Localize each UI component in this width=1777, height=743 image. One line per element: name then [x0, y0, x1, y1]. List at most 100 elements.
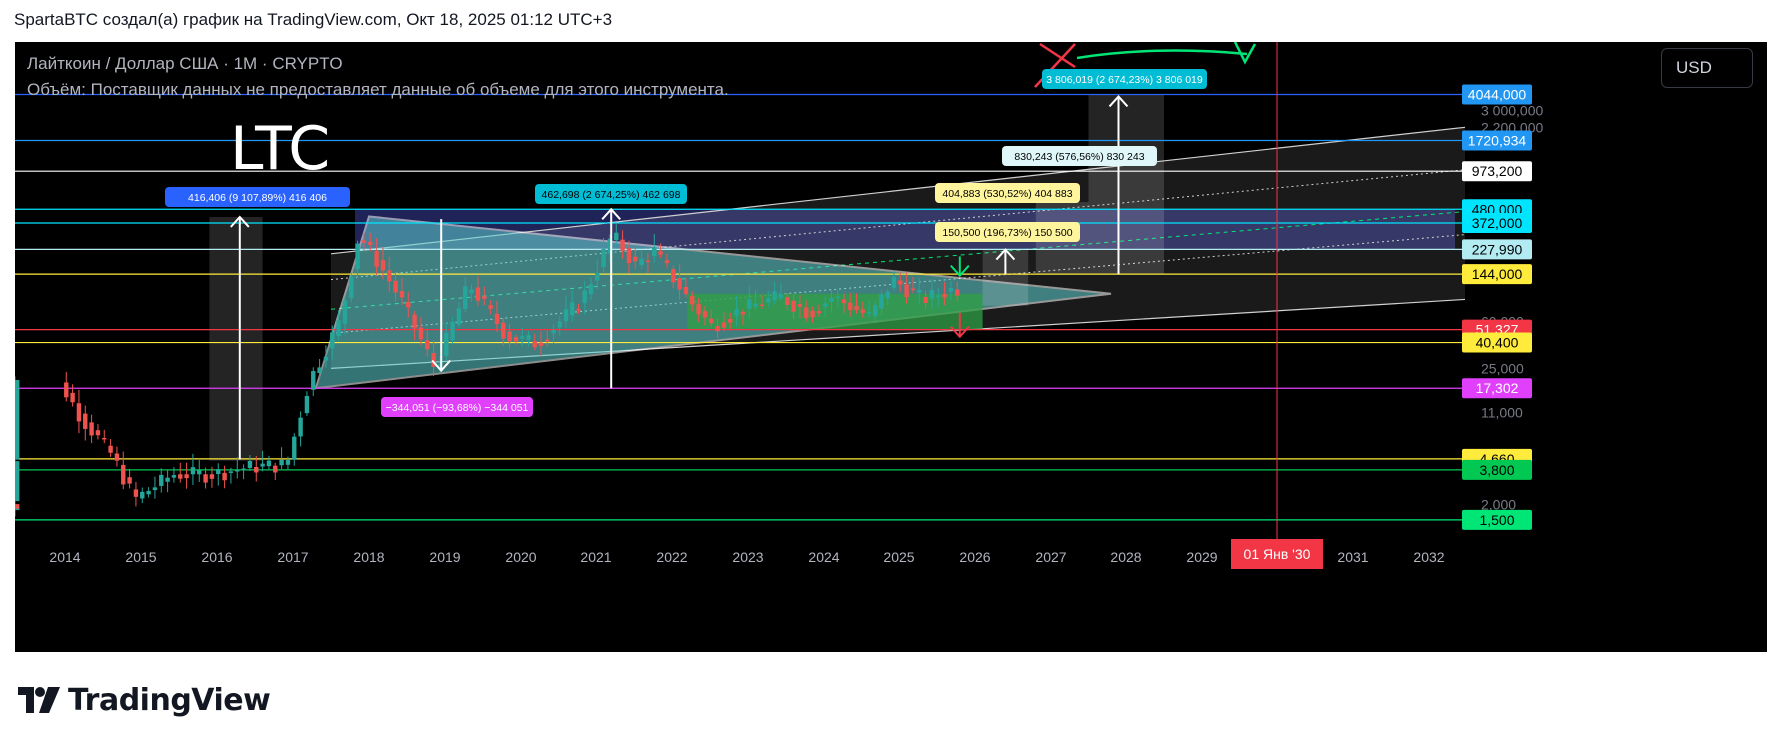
candle — [860, 309, 865, 313]
candle — [64, 382, 69, 398]
candle — [406, 301, 411, 308]
candle — [866, 311, 872, 314]
candle — [829, 298, 834, 302]
tradingview-logo-icon — [18, 687, 60, 713]
candle — [778, 294, 784, 299]
candle — [791, 300, 796, 312]
candle — [311, 371, 316, 390]
candle — [910, 288, 916, 291]
candle — [551, 329, 556, 334]
volume-legend: Объём: Поставщик данных не предоставляет… — [27, 80, 729, 99]
measure-label-bg — [935, 222, 1080, 242]
candle — [601, 248, 606, 268]
measure-label-bg — [381, 397, 533, 417]
ticker-label: LTC — [230, 114, 331, 184]
candles — [15, 222, 960, 517]
price-badge-text: 973,200 — [1472, 163, 1523, 179]
candle — [102, 437, 107, 440]
price-badge-bg — [1462, 332, 1532, 353]
candle — [929, 290, 935, 299]
price-badge-bg — [1462, 378, 1532, 399]
measure-label-text: 404,883 (530,52%) 404 883 — [942, 188, 1072, 200]
candle — [823, 303, 828, 307]
measure-box-3 — [1088, 94, 1164, 275]
candle — [209, 474, 215, 479]
candle — [671, 269, 676, 283]
price-badge-1: 1720,934 — [1462, 130, 1532, 151]
candle — [482, 296, 487, 299]
measure-label-text: 462,698 (2 674,25%) 462 698 — [542, 189, 681, 201]
candle — [570, 302, 575, 316]
candle — [633, 256, 638, 262]
candle — [330, 332, 335, 349]
candle — [620, 239, 625, 251]
candle — [292, 436, 297, 460]
candle — [923, 296, 928, 304]
chart-panel[interactable]: 416,406 (9 107,89%) 416 406 462,698 (2 67… — [15, 42, 1767, 652]
candle — [159, 474, 164, 486]
candle — [652, 247, 657, 256]
currency-button[interactable]: USD — [1661, 48, 1753, 88]
candle — [639, 258, 644, 266]
measure-label-0: 416,406 (9 107,89%) 416 406 — [165, 187, 350, 207]
measure-arrow-5-head — [1108, 94, 1129, 108]
candle — [917, 289, 922, 293]
candle — [898, 280, 903, 285]
candle — [785, 297, 790, 305]
candle — [393, 280, 398, 293]
candle — [772, 291, 777, 301]
candle — [891, 276, 897, 288]
candle — [418, 327, 424, 340]
candle — [526, 335, 531, 340]
candle — [696, 303, 701, 315]
candle — [216, 469, 221, 475]
x-tick-label-2015: 2015 — [125, 549, 156, 565]
candle — [228, 471, 234, 473]
candle — [70, 392, 75, 403]
candle — [721, 322, 727, 328]
price-badge-bg — [1462, 459, 1532, 480]
candle — [95, 430, 101, 436]
candle — [595, 272, 600, 281]
chart-canvas[interactable]: 416,406 (9 107,89%) 416 406 462,698 (2 67… — [15, 42, 1767, 652]
candle — [494, 313, 500, 325]
red-cross-mark — [1034, 42, 1076, 88]
measure-label-text: 830,243 (576,56%) 830 243 — [1014, 151, 1144, 163]
candle — [936, 295, 941, 297]
candle — [374, 251, 379, 267]
candle — [425, 340, 430, 350]
down-arrow-green-head — [950, 264, 970, 278]
candle — [387, 270, 392, 282]
candle — [942, 294, 947, 298]
x-tick-label-2024: 2024 — [808, 549, 839, 565]
candle — [285, 459, 291, 465]
y-tick-label: 25,000 — [1481, 360, 1524, 376]
price-badge-text: 40,400 — [1476, 335, 1519, 351]
price-badge-8: 40,400 — [1462, 332, 1532, 353]
candle — [336, 320, 341, 337]
measure-label-4: 404,883 (530,52%) 404 883 — [935, 183, 1080, 203]
candle — [241, 468, 246, 471]
price-badge-text: 372,000 — [1472, 215, 1523, 231]
symbol-legend[interactable]: Лайткоин / Доллар США · 1M · CRYPTO — [27, 54, 343, 73]
price-badge-6: 144,000 — [1462, 264, 1532, 285]
candle — [76, 403, 82, 422]
candle — [15, 461, 20, 502]
candle — [538, 342, 544, 346]
candle — [702, 311, 708, 318]
candle — [152, 487, 158, 491]
y-tick-label: 2,000 — [1481, 496, 1516, 512]
candle — [545, 339, 550, 342]
price-badge-0: 4044,000 — [1462, 84, 1532, 105]
candle — [475, 287, 481, 301]
candle — [15, 507, 20, 511]
candle — [747, 299, 752, 309]
tradingview-logo[interactable]: TradingView — [18, 683, 271, 718]
candle — [146, 490, 151, 495]
candle — [904, 284, 909, 298]
y-tick-label: 3 000,000 — [1481, 103, 1543, 119]
candle — [197, 470, 202, 475]
candle — [501, 322, 506, 339]
candle — [368, 241, 373, 245]
price-badge-12: 1,500 — [1462, 509, 1532, 530]
